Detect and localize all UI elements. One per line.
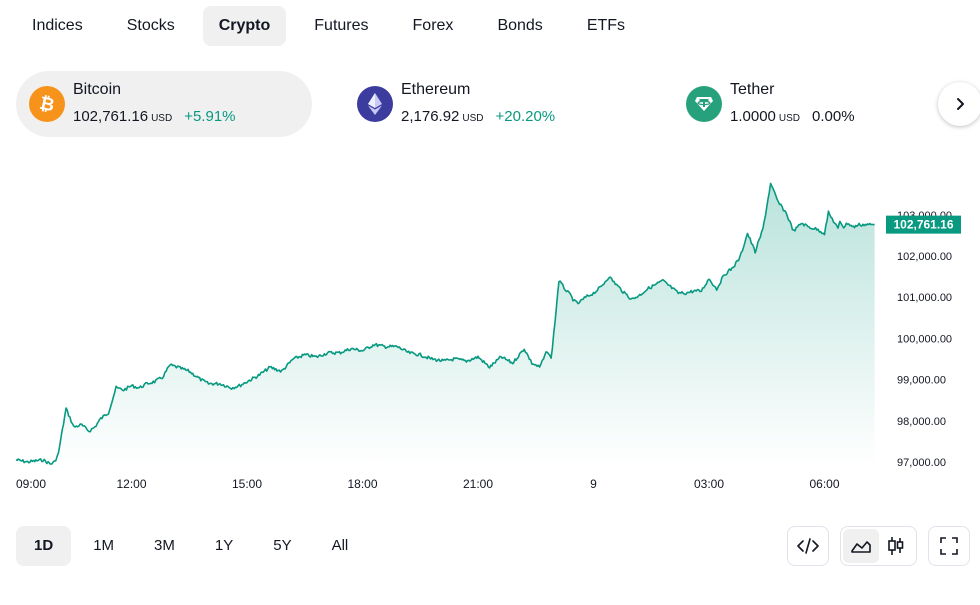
embed-button[interactable] (787, 526, 829, 566)
range-3m[interactable]: 3M (154, 537, 175, 554)
y-tick-label: 100,000.00 (897, 333, 952, 345)
range-5y[interactable]: 5Y (273, 537, 292, 554)
tab-forex[interactable]: Forex (412, 17, 454, 34)
asset-name: Ethereum (401, 81, 471, 98)
y-tick-label: 102,000.00 (897, 251, 952, 263)
asset-price: 1.0000 (730, 108, 776, 125)
tab-bonds[interactable]: Bonds (497, 17, 543, 34)
x-tick-label: 15:00 (232, 477, 262, 491)
ethereum-icon (357, 86, 393, 122)
asset-price: 2,176.92 (401, 108, 460, 125)
tab-futures[interactable]: Futures (314, 17, 369, 34)
asset-price: 102,761.16 (73, 108, 149, 125)
asset-change: 0.00% (812, 108, 855, 125)
range-1d[interactable]: 1D (16, 526, 72, 566)
fullscreen-icon (940, 537, 958, 555)
x-tick-label: 09:00 (16, 477, 46, 491)
range-all[interactable]: All (331, 537, 349, 554)
code-icon (797, 538, 819, 554)
asset-currency: USD (462, 113, 484, 124)
range-1m[interactable]: 1M (93, 537, 115, 554)
tab-etfs[interactable]: ETFs (586, 17, 626, 34)
tab-crypto[interactable]: Crypto (202, 6, 287, 46)
tab-stocks[interactable]: Stocks (126, 17, 175, 34)
last-price-badge (886, 215, 961, 234)
asset-change: +5.91% (184, 108, 236, 125)
tether-icon (686, 86, 722, 122)
price-area-fill (16, 183, 875, 465)
asset-name: Tether (730, 81, 775, 98)
scroll-next-button[interactable] (938, 82, 980, 126)
asset-name: Bitcoin (73, 81, 122, 98)
asset-list: ₿ Bitcoin 102,761.16 USD +5.91% Ethereum 2… (16, 71, 980, 137)
area-chart-icon (850, 541, 871, 553)
x-tick-label: 21:00 (463, 477, 493, 491)
x-tick-label: 9 (590, 477, 597, 491)
price-chart: 09:00 12:00 15:00 18:00 21:00 9 03:00 06:00 97,… (15, 182, 961, 491)
area-chart-button[interactable] (843, 529, 879, 563)
last-price-label: 102,761.16 (893, 218, 953, 232)
candles-chart-button[interactable] (879, 529, 915, 563)
time-range-selector: 1D 1M 3M 1Y 5Y All (16, 526, 370, 566)
fullscreen-button[interactable] (928, 526, 970, 566)
svg-text:₿: ₿ (38, 93, 57, 115)
asset-currency: USD (778, 113, 801, 124)
y-tick-label: 97,000.00 (897, 457, 946, 469)
asset-change: +20.20% (495, 108, 556, 125)
x-tick-label: 03:00 (694, 477, 724, 491)
asset-card-ethereum[interactable]: Ethereum 2,176.92 USD +20.20% (344, 71, 640, 137)
asset-card-bitcoin[interactable]: ₿ Bitcoin 102,761.16 USD +5.91% (16, 71, 312, 137)
chevron-right-icon (957, 98, 964, 110)
asset-currency: USD (151, 113, 173, 124)
x-tick-label: 18:00 (347, 477, 377, 491)
price-line (15, 182, 875, 465)
asset-card-tether[interactable]: Tether 1.0000 USD 0.00% (673, 71, 933, 137)
market-tabs: Indices Stocks Crypto Futures Forex Bond… (16, 6, 653, 46)
y-tick-label: 101,000.00 (897, 292, 952, 304)
range-1y[interactable]: 1Y (214, 537, 234, 554)
bitcoin-icon: ₿ (29, 86, 65, 122)
candlestick-icon (888, 537, 904, 555)
x-tick-label: 06:00 (809, 477, 839, 491)
chart-type-toggle (840, 526, 917, 566)
y-tick-label: 98,000.00 (897, 416, 946, 428)
y-tick-label: 99,000.00 (897, 375, 946, 387)
x-tick-label: 12:00 (116, 477, 146, 491)
tab-indices[interactable]: Indices (32, 17, 83, 34)
